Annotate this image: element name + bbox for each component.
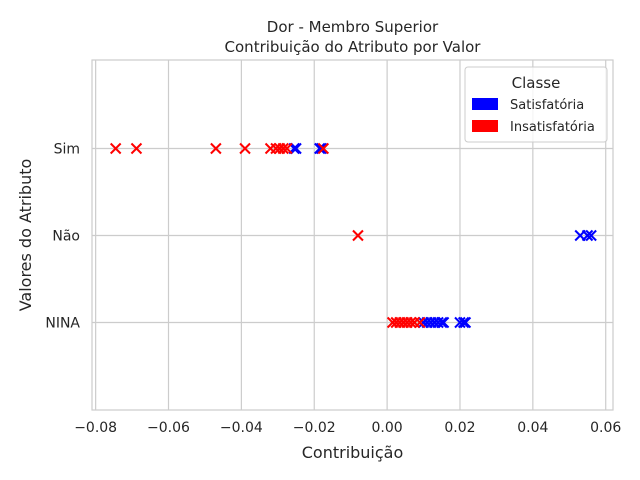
- scatter-point: [405, 316, 417, 329]
- x-tick-label: −0.06: [147, 420, 190, 436]
- scatter-point: [436, 316, 448, 329]
- y-axis-label: Valores do Atributo: [16, 159, 35, 312]
- chart-subtitle: Contribuição do Atributo por Valor: [225, 38, 482, 56]
- x-tick-label: 0.06: [590, 420, 621, 436]
- legend-label-insatisfatoria: Insatisfatória: [510, 120, 595, 135]
- scatter-point: [315, 142, 328, 155]
- scatter-point: [210, 142, 222, 155]
- x-axis-label: Contribuição: [302, 443, 404, 462]
- scatter-point: [290, 142, 302, 155]
- scatter-marks: [109, 142, 597, 329]
- scatter-point: [109, 142, 122, 155]
- scatter-point: [352, 229, 364, 242]
- x-tick-label: −0.08: [74, 420, 117, 436]
- scatter-point: [317, 142, 330, 155]
- scatter-point: [314, 142, 326, 155]
- legend: Classe Satisfatória Insatisfatória: [464, 66, 608, 143]
- scatter-point: [130, 142, 143, 155]
- scatter-point: [239, 142, 251, 155]
- scatter-point: [457, 316, 470, 329]
- scatter-point: [459, 316, 472, 329]
- x-tick-label: 0.04: [517, 420, 548, 436]
- scatter-point: [414, 316, 426, 329]
- scatter-point: [281, 142, 293, 155]
- chart-title: Dor - Membro Superior: [267, 18, 439, 36]
- x-tick-label: 0.00: [372, 420, 403, 436]
- y-tick-label: Não: [52, 229, 80, 245]
- y-tick-label: Sim: [54, 142, 80, 158]
- scatter-point: [437, 316, 450, 329]
- grid-lines: [92, 60, 613, 410]
- scatter-point: [277, 142, 289, 155]
- legend-swatch-satisfatoria: [472, 98, 498, 110]
- legend-title: Classe: [512, 74, 561, 92]
- scatter-point: [581, 229, 594, 242]
- x-tick-label: −0.02: [293, 420, 336, 436]
- y-tick-labels: Sim Não NINA: [45, 142, 80, 332]
- x-tick-label: 0.02: [444, 420, 475, 436]
- x-tick-labels: −0.08 −0.06 −0.04 −0.02 0.00 0.02 0.04 0.06: [74, 420, 621, 436]
- legend-swatch-insatisfatoria: [472, 120, 498, 132]
- legend-frame: [464, 66, 608, 143]
- scatter-point: [585, 229, 597, 242]
- legend-label-satisfatoria: Satisfatória: [510, 98, 584, 113]
- y-tick-label: NINA: [45, 316, 80, 332]
- x-tick-label: −0.04: [220, 420, 263, 436]
